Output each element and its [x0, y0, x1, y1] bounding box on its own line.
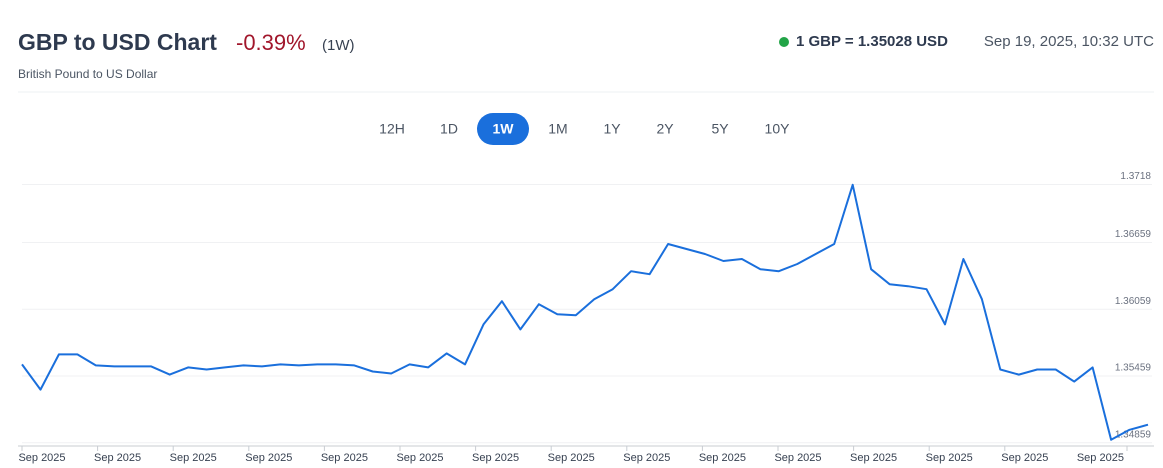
- title: GBP to USD Chart: [18, 29, 217, 55]
- x-tick-label: Sep 2025: [245, 452, 292, 464]
- x-tick-label: Sep 2025: [623, 452, 670, 464]
- tab[interactable]: 2Y: [656, 121, 674, 137]
- x-tick-label: Sep 2025: [321, 452, 368, 464]
- rate: 1 GBP = 1.35028 USD: [796, 33, 948, 50]
- timestamp: Sep 19, 2025, 10:32 UTC: [984, 33, 1154, 50]
- tab[interactable]: 1D: [440, 121, 458, 137]
- x-tick-label: Sep 2025: [774, 452, 821, 464]
- tab-active-bg[interactable]: [477, 113, 529, 145]
- x-tick-label: Sep 2025: [94, 452, 141, 464]
- x-tick-label: Sep 2025: [1077, 452, 1124, 464]
- x-tick-label: Sep 2025: [548, 452, 595, 464]
- tab[interactable]: 1Y: [603, 121, 621, 137]
- x-tick-label: Sep 2025: [18, 452, 65, 464]
- y-tick-label: 1.36059: [1115, 296, 1152, 307]
- period: (1W): [322, 37, 355, 54]
- x-tick-label: Sep 2025: [396, 452, 443, 464]
- y-tick-label: 1.36659: [1115, 229, 1152, 240]
- tab[interactable]: 5Y: [711, 121, 729, 137]
- live-dot: [779, 37, 789, 47]
- x-tick-label: Sep 2025: [170, 452, 217, 464]
- tab[interactable]: 1W: [493, 121, 515, 137]
- y-tick-label: 1.34859: [1115, 429, 1152, 440]
- tab[interactable]: 10Y: [765, 121, 791, 137]
- x-tick-label: Sep 2025: [926, 452, 973, 464]
- tab[interactable]: 1M: [548, 121, 567, 137]
- x-tick-label: Sep 2025: [1001, 452, 1048, 464]
- tab[interactable]: 12H: [379, 121, 405, 137]
- price-line: [21, 183, 1149, 441]
- change: -0.39%: [236, 30, 306, 55]
- y-tick-label: 1.35459: [1115, 363, 1152, 374]
- y-tick-label: 1.3718: [1120, 171, 1151, 182]
- x-tick-label: Sep 2025: [699, 452, 746, 464]
- x-tick-label: Sep 2025: [472, 452, 519, 464]
- x-tick-label: Sep 2025: [850, 452, 897, 464]
- subtitle: British Pound to US Dollar: [18, 67, 157, 81]
